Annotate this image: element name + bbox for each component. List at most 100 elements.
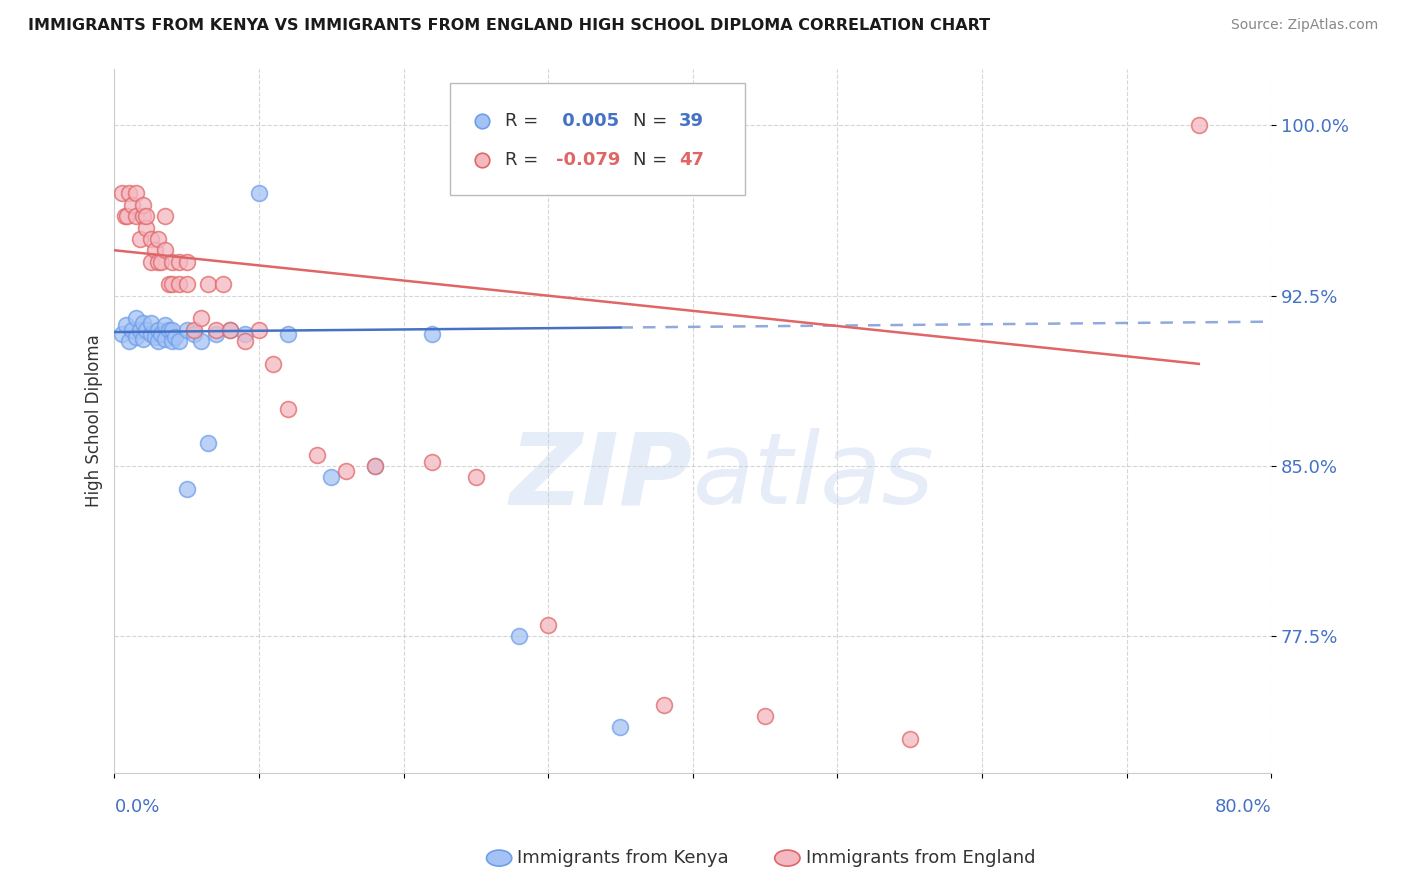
Point [233,334,256,348]
Point [162,254,184,268]
Point [153,332,176,346]
Point [165,329,187,343]
Point [277,327,299,342]
Point [508,630,530,644]
Point [157,277,180,292]
Point [422,454,444,468]
Point [111,186,134,201]
Point [143,244,166,258]
Point [125,329,148,343]
Point [135,220,157,235]
Point [149,327,172,342]
Point [363,459,385,474]
Point [129,232,152,246]
Text: IMMIGRANTS FROM KENYA VS IMMIGRANTS FROM ENGLAND HIGH SCHOOL DIPLOMA CORRELATION: IMMIGRANTS FROM KENYA VS IMMIGRANTS FROM… [28,18,990,33]
Text: R =: R = [505,112,544,130]
Point [190,311,212,326]
Point [176,254,198,268]
Text: -0.079: -0.079 [557,151,620,169]
Point [169,277,191,292]
Point [363,459,385,474]
Point [162,277,184,292]
Point [162,323,184,337]
Point [562,414,585,428]
Text: Immigrants from Kenya: Immigrants from Kenya [517,849,730,867]
Point [1188,118,1211,132]
Point [176,277,198,292]
Point [114,209,136,223]
Point [121,198,143,212]
Point [176,482,198,496]
Point [176,323,198,337]
Point [153,318,176,333]
Point [305,448,328,462]
Point [135,323,157,337]
Point [204,327,226,342]
Point [183,323,205,337]
Point [710,118,733,132]
Point [139,327,162,342]
Point [125,311,148,326]
Point [204,323,226,337]
Point [898,731,921,746]
Point [146,232,169,246]
Point [197,436,219,450]
Point [121,323,143,337]
Point [219,323,242,337]
Point [135,209,157,223]
Point [129,323,152,337]
Text: 80.0%: 80.0% [1215,797,1271,815]
Text: Immigrants from England: Immigrants from England [806,849,1035,867]
Point [125,186,148,201]
Point [537,618,560,632]
Point [247,323,270,337]
Point [219,323,242,337]
Point [464,470,486,484]
Point [247,186,270,201]
Point [132,332,155,346]
FancyBboxPatch shape [450,83,745,195]
Text: ZIP: ZIP [510,428,693,525]
Text: 47: 47 [679,151,704,169]
Text: N =: N = [633,112,672,130]
Point [169,334,191,348]
Point [153,244,176,258]
Text: atlas: atlas [693,428,935,525]
Point [190,334,212,348]
Point [146,323,169,337]
Point [143,329,166,343]
Point [153,209,176,223]
Text: 0.005: 0.005 [557,112,620,130]
Point [162,334,184,348]
Text: N =: N = [633,151,672,169]
Point [118,186,141,201]
Point [125,209,148,223]
Point [132,316,155,330]
Point [562,289,585,303]
Point [197,277,219,292]
Point [139,254,162,268]
Point [132,209,155,223]
Point [277,402,299,417]
Text: 39: 39 [679,112,704,130]
Point [117,209,139,223]
Point [183,327,205,342]
Point [149,254,172,268]
Y-axis label: High School Diploma: High School Diploma [86,334,103,507]
Point [111,327,134,342]
Point [609,720,631,734]
Point [169,254,191,268]
Point [146,254,169,268]
Point [335,464,357,478]
Point [139,232,162,246]
Point [321,470,343,484]
Point [422,327,444,342]
Point [139,316,162,330]
Point [652,698,675,712]
Point [754,709,776,723]
Text: Source: ZipAtlas.com: Source: ZipAtlas.com [1230,18,1378,32]
Text: R =: R = [505,151,544,169]
Point [211,277,233,292]
Point [157,323,180,337]
Point [146,334,169,348]
